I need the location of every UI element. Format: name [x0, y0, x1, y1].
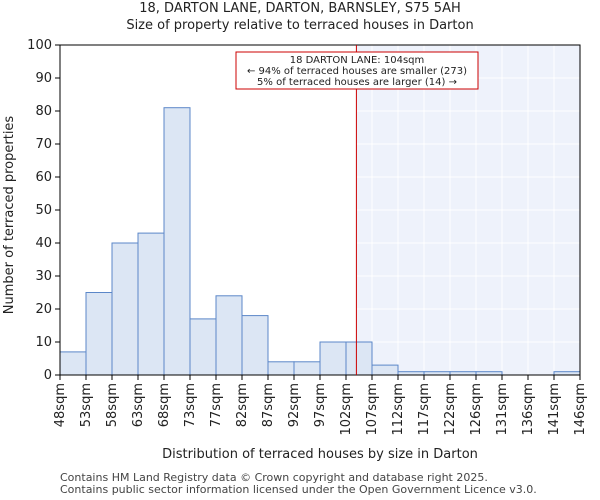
- y-tick-label: 70: [35, 137, 52, 152]
- x-tick-label: 63sqm: [131, 383, 146, 427]
- y-tick-label: 20: [35, 302, 52, 317]
- x-tick-label: 73sqm: [183, 383, 198, 427]
- x-tick-label: 87sqm: [261, 383, 276, 427]
- chart-title: 18, DARTON LANE, DARTON, BARNSLEY, S75 5…: [139, 1, 461, 16]
- x-tick-label: 92sqm: [287, 383, 302, 427]
- y-tick-label: 50: [35, 203, 52, 218]
- histogram-bar: [371, 364, 399, 376]
- histogram-bar: [319, 341, 347, 376]
- histogram-bar: [111, 242, 139, 376]
- x-tick-label: 82sqm: [235, 383, 250, 427]
- x-tick-label: 136sqm: [521, 383, 536, 436]
- histogram-bar: [137, 232, 165, 376]
- histogram-bar: [241, 315, 269, 376]
- histogram-bar: [163, 107, 191, 376]
- footer: Contains HM Land Registry data © Crown c…: [60, 472, 537, 496]
- histogram-bar: [215, 295, 243, 376]
- x-tick-label: 146sqm: [573, 383, 588, 436]
- x-tick-label: 131sqm: [495, 383, 510, 436]
- chart-subtitle: Size of property relative to terraced ho…: [126, 18, 474, 33]
- histogram-bar: [189, 318, 217, 376]
- x-tick-label: 97sqm: [313, 383, 328, 427]
- chart-title-block: 18, DARTON LANE, DARTON, BARNSLEY, S75 5…: [0, 0, 600, 34]
- marker-label-line-1: 18 DARTON LANE: 104sqm: [290, 55, 425, 66]
- footer-line-2: Contains public sector information licen…: [60, 483, 537, 496]
- histogram-bar: [59, 351, 87, 376]
- x-tick-label: 48sqm: [53, 383, 68, 427]
- footer-line-1: Contains HM Land Registry data © Crown c…: [60, 471, 488, 484]
- x-tick-label: 107sqm: [365, 383, 380, 436]
- y-axis-label: Number of terraced properties: [2, 116, 17, 315]
- x-tick-label: 53sqm: [79, 383, 94, 427]
- y-tick-label: 60: [35, 170, 52, 185]
- histogram-bar: [293, 361, 321, 376]
- x-tick-label: 102sqm: [339, 383, 354, 436]
- histogram-bar: [345, 341, 373, 376]
- y-tick-label: 0: [44, 368, 52, 383]
- y-tick-label: 90: [35, 71, 52, 86]
- y-tick-label: 40: [35, 236, 52, 251]
- marker-annotation-box: [235, 51, 479, 90]
- x-tick-label: 77sqm: [209, 383, 224, 427]
- x-tick-label: 122sqm: [443, 383, 458, 436]
- histogram-bar: [267, 361, 295, 376]
- x-axis-label: Distribution of terraced houses by size …: [162, 447, 478, 462]
- y-tick-label: 30: [35, 269, 52, 284]
- x-tick-label: 58sqm: [105, 383, 120, 427]
- histogram-bar: [85, 292, 113, 376]
- x-tick-label: 68sqm: [157, 383, 172, 427]
- x-tick-label: 141sqm: [547, 383, 562, 436]
- marker-label-line-3: 5% of terraced houses are larger (14) →: [257, 77, 457, 88]
- x-tick-label: 117sqm: [417, 383, 432, 436]
- y-tick-label: 10: [35, 335, 52, 350]
- x-tick-label: 126sqm: [469, 383, 484, 436]
- y-tick-label: 80: [35, 104, 52, 119]
- x-tick-label: 112sqm: [391, 383, 406, 436]
- marker-label-line-2: ← 94% of terraced houses are smaller (27…: [247, 66, 467, 77]
- y-tick-label: 100: [27, 38, 52, 53]
